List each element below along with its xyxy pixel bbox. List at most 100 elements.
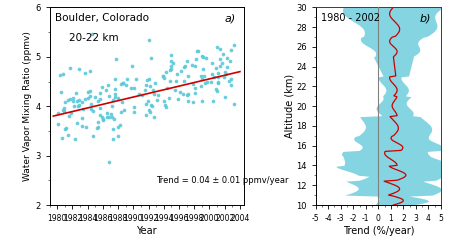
Point [166, 68, 174, 72]
Point [138, 93, 145, 97]
Point [113, 58, 120, 62]
Point [97, 97, 104, 101]
Point [112, 87, 119, 91]
Point [190, 100, 197, 104]
Point [146, 38, 153, 42]
Point [213, 45, 220, 49]
Point [226, 80, 233, 83]
Text: Boulder, Colorado: Boulder, Colorado [55, 13, 149, 23]
Point [89, 32, 96, 36]
Point [222, 95, 229, 99]
Point [161, 99, 168, 103]
Point [214, 81, 221, 85]
Point [75, 103, 82, 107]
Point [224, 65, 231, 69]
Point [94, 125, 101, 129]
Point [55, 111, 62, 115]
Point [174, 72, 181, 76]
Point [96, 106, 103, 110]
Point [61, 109, 68, 113]
Point [148, 103, 155, 107]
Point [149, 88, 157, 92]
Point [94, 99, 102, 103]
Point [78, 124, 86, 127]
Point [154, 93, 161, 97]
Point [226, 59, 234, 63]
Point [108, 103, 115, 107]
Point [123, 83, 130, 87]
Point [230, 102, 238, 106]
Point [104, 111, 111, 115]
Point [147, 110, 154, 114]
Point [144, 99, 152, 103]
Point [159, 75, 166, 79]
Point [142, 103, 149, 106]
Point [87, 102, 94, 106]
Point [79, 116, 86, 120]
Point [148, 104, 156, 108]
Point [65, 114, 72, 118]
X-axis label: Year: Year [136, 226, 157, 236]
Point [214, 71, 221, 75]
Point [192, 86, 199, 90]
Point [128, 64, 135, 68]
Point [197, 74, 204, 78]
Point [105, 161, 112, 165]
Point [106, 94, 113, 98]
Point [109, 137, 117, 141]
Point [63, 126, 70, 130]
Point [106, 115, 113, 119]
Point [57, 73, 64, 77]
Point [54, 122, 62, 126]
Point [119, 81, 126, 84]
Point [198, 84, 205, 88]
Point [131, 110, 138, 114]
Point [210, 100, 217, 103]
Point [193, 49, 200, 53]
Point [115, 96, 122, 100]
Point [121, 108, 128, 112]
Point [184, 93, 191, 97]
Point [200, 74, 207, 78]
Point [180, 92, 187, 96]
Point [171, 88, 179, 92]
Point [60, 108, 67, 112]
Point [184, 59, 191, 63]
Point [160, 74, 167, 78]
Point [180, 79, 187, 83]
Point [62, 100, 69, 104]
Point [104, 83, 112, 87]
Point [147, 56, 154, 60]
Point [123, 77, 130, 81]
Point [198, 77, 206, 81]
Point [78, 100, 86, 104]
Point [228, 77, 235, 81]
Point [192, 91, 199, 95]
Point [192, 57, 199, 61]
Point [161, 76, 168, 80]
Point [207, 80, 215, 84]
Y-axis label: Water Vapor Mixing Ratio (ppmv): Water Vapor Mixing Ratio (ppmv) [23, 31, 32, 181]
Point [98, 115, 105, 119]
Point [119, 81, 126, 84]
Point [145, 77, 152, 81]
Text: 20-22 km: 20-22 km [69, 33, 118, 43]
Point [59, 72, 66, 76]
Point [94, 120, 102, 124]
Point [214, 76, 221, 80]
Point [111, 92, 118, 96]
Point [223, 56, 230, 60]
Point [87, 107, 94, 111]
Point [167, 59, 174, 63]
Point [216, 57, 223, 61]
Point [167, 79, 174, 83]
Point [71, 137, 78, 141]
Point [112, 77, 119, 81]
Text: a): a) [225, 13, 236, 23]
Text: Trend = 0.04 ± 0.01 ppmv/year: Trend = 0.04 ± 0.01 ppmv/year [156, 176, 289, 185]
Point [119, 100, 126, 104]
Point [202, 56, 210, 60]
Point [65, 98, 72, 102]
Point [70, 96, 77, 100]
Point [70, 104, 77, 108]
